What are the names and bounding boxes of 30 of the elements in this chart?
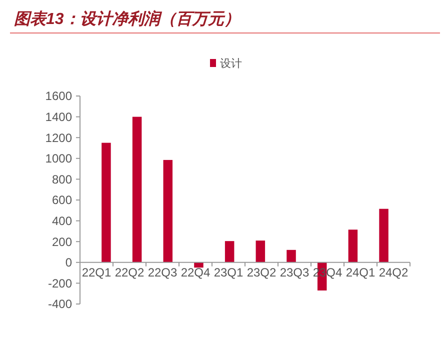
bar: [348, 230, 358, 262]
y-tick-label: 1600: [45, 89, 72, 104]
x-tick-label: 22Q3: [148, 265, 178, 280]
x-tick-label: 23Q3: [280, 265, 310, 280]
x-tick-label: 22Q2: [114, 265, 144, 280]
bar: [224, 241, 234, 262]
y-tick-label: 1200: [45, 130, 72, 145]
y-tick-label: 600: [52, 193, 72, 208]
y-tick-label: 0: [65, 256, 72, 270]
y-tick-label: -400: [48, 297, 72, 312]
x-tick-label: 22Q1: [82, 265, 112, 280]
legend-label: 设计: [220, 57, 242, 70]
chart-title: 图表13：设计净利润（百万元）: [14, 10, 240, 28]
bar: [256, 240, 266, 262]
bar: [163, 160, 173, 262]
x-tick-label: 23Q2: [246, 265, 276, 280]
y-tick-label: 1000: [45, 152, 72, 166]
x-tick-label: 23Q1: [214, 265, 244, 280]
y-tick-label: 200: [52, 234, 72, 249]
x-tick-label: 22Q4: [180, 265, 210, 280]
y-tick-label: 400: [52, 214, 72, 228]
y-tick-label: -200: [48, 276, 72, 290]
bar: [286, 250, 296, 262]
bar: [132, 116, 142, 262]
bar: [379, 208, 388, 262]
y-tick-label: 1400: [45, 110, 72, 124]
x-tick-label: 24Q2: [378, 265, 408, 280]
bar: [102, 142, 111, 262]
x-tick-label: 24Q1: [346, 265, 376, 280]
y-tick-label: 800: [52, 172, 72, 186]
